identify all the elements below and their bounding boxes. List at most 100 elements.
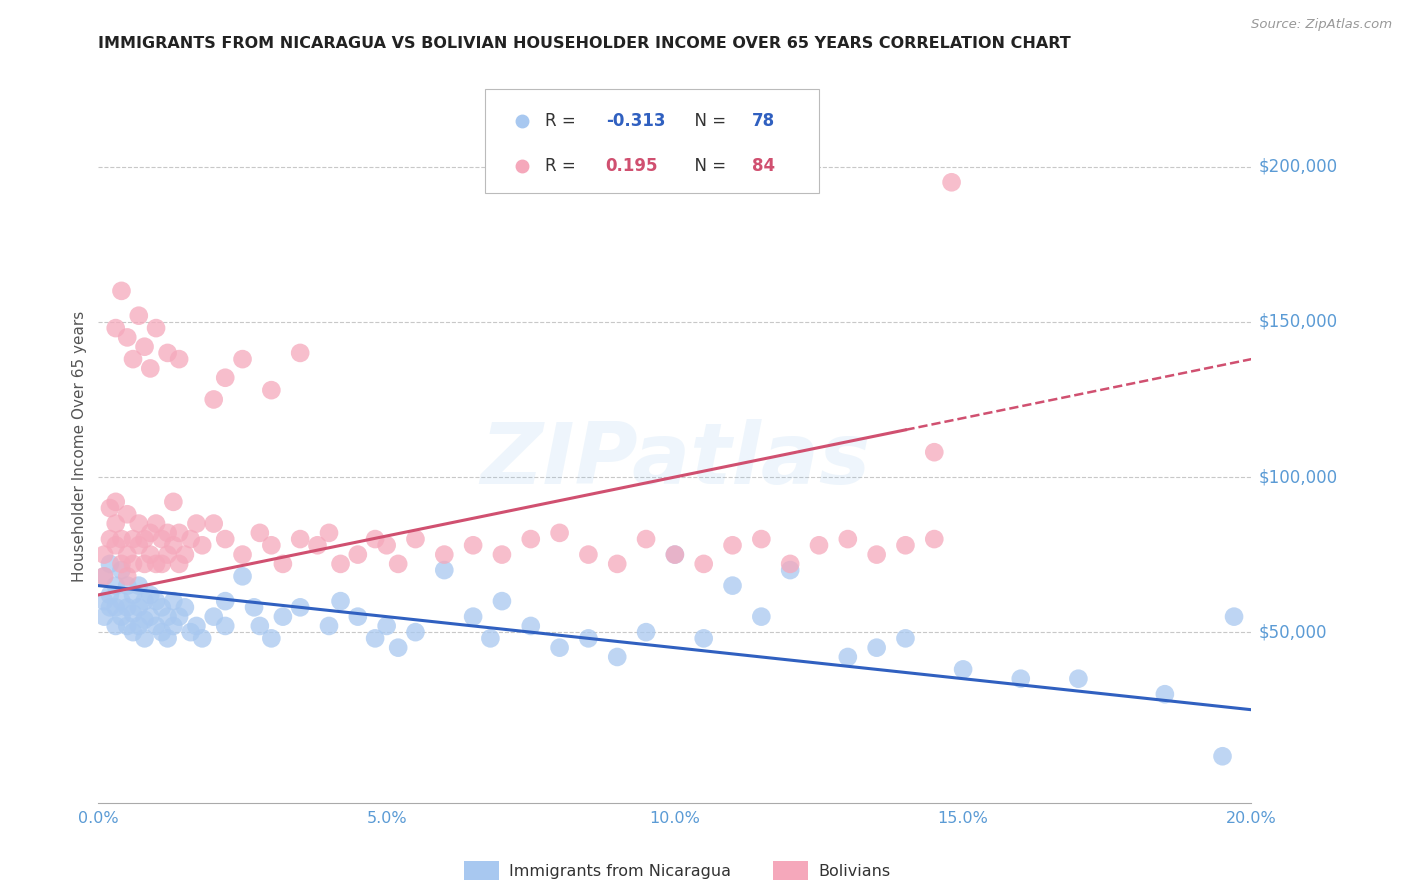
Point	[346, 609, 368, 624]
Point	[122, 625, 145, 640]
Point	[214, 532, 236, 546]
Point	[180, 625, 202, 640]
Point	[364, 632, 387, 646]
Point	[329, 594, 352, 608]
Point	[271, 557, 294, 571]
Text: Immigrants from Nicaragua: Immigrants from Nicaragua	[509, 864, 731, 879]
Point	[128, 538, 150, 552]
Point	[751, 609, 773, 624]
Point	[290, 600, 312, 615]
Point	[751, 532, 773, 546]
Y-axis label: Householder Income Over 65 years: Householder Income Over 65 years	[72, 310, 87, 582]
Point	[461, 609, 484, 624]
Text: $50,000: $50,000	[1258, 624, 1327, 641]
Point	[202, 516, 225, 531]
Point	[693, 557, 716, 571]
Point	[249, 619, 271, 633]
Point	[93, 594, 115, 608]
Point	[117, 330, 138, 344]
Point	[156, 548, 179, 562]
Point	[1212, 749, 1234, 764]
Point	[128, 600, 150, 615]
Point	[387, 557, 409, 571]
Point	[260, 632, 283, 646]
Point	[271, 609, 294, 624]
Text: $150,000: $150,000	[1258, 313, 1337, 331]
Point	[167, 557, 190, 571]
Point	[122, 532, 145, 546]
Point	[894, 538, 917, 552]
Point	[128, 309, 150, 323]
Point	[134, 340, 156, 354]
Text: $100,000: $100,000	[1258, 468, 1337, 486]
Point	[122, 588, 145, 602]
Point	[364, 532, 387, 546]
Point	[145, 557, 167, 571]
Point	[894, 632, 917, 646]
Point	[128, 579, 150, 593]
Point	[578, 548, 600, 562]
Point	[952, 662, 974, 676]
Point	[721, 579, 744, 593]
Point	[491, 594, 513, 608]
Point	[150, 557, 173, 571]
Point	[156, 346, 179, 360]
Point	[98, 532, 121, 546]
Point	[104, 538, 127, 552]
Point	[548, 640, 571, 655]
Point	[375, 619, 398, 633]
Point	[167, 525, 190, 540]
Point	[231, 569, 254, 583]
Point	[156, 525, 179, 540]
Text: ZIPatlas: ZIPatlas	[479, 418, 870, 502]
Point	[807, 538, 830, 552]
FancyBboxPatch shape	[485, 89, 818, 193]
Point	[167, 352, 190, 367]
Point	[93, 569, 115, 583]
Point	[110, 284, 132, 298]
Point	[167, 609, 190, 624]
Point	[231, 352, 254, 367]
Point	[866, 640, 889, 655]
Point	[134, 557, 156, 571]
Point	[150, 625, 173, 640]
Point	[110, 609, 132, 624]
Point	[122, 352, 145, 367]
Point	[110, 532, 132, 546]
Text: 0.195: 0.195	[606, 157, 658, 175]
Point	[104, 600, 127, 615]
Point	[191, 538, 214, 552]
Point	[145, 619, 167, 633]
Point	[405, 625, 427, 640]
Point	[180, 532, 202, 546]
Point	[479, 632, 502, 646]
Point	[156, 632, 179, 646]
Point	[636, 532, 658, 546]
Point	[214, 619, 236, 633]
Point	[145, 321, 167, 335]
Point	[174, 548, 197, 562]
Text: R =: R =	[544, 157, 581, 175]
Point	[636, 625, 658, 640]
Point	[122, 607, 145, 621]
Point	[606, 650, 628, 665]
Point	[145, 516, 167, 531]
Point	[941, 175, 963, 189]
Point	[134, 613, 156, 627]
Point	[461, 538, 484, 552]
Point	[779, 563, 801, 577]
Point	[578, 632, 600, 646]
Point	[664, 548, 686, 562]
Point	[162, 619, 184, 633]
Text: N =: N =	[685, 157, 731, 175]
Point	[110, 563, 132, 577]
Point	[387, 640, 409, 655]
Point	[433, 548, 456, 562]
Point	[405, 532, 427, 546]
Point	[122, 557, 145, 571]
Point	[520, 619, 543, 633]
Text: Source: ZipAtlas.com: Source: ZipAtlas.com	[1251, 18, 1392, 31]
Point	[260, 538, 283, 552]
Point	[134, 594, 156, 608]
Point	[520, 532, 543, 546]
